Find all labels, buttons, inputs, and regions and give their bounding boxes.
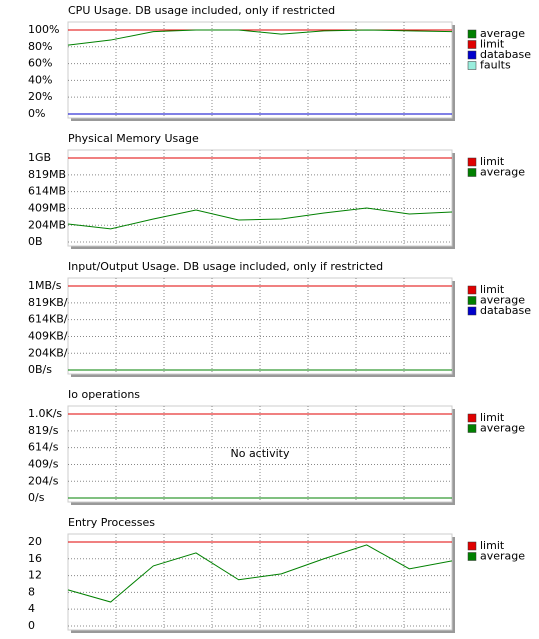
y-tick-label: 60% (28, 57, 52, 70)
y-tick-label: 12 (28, 569, 42, 582)
y-tick-label: 614KB/s (28, 313, 73, 326)
y-tick-label: 1.0K/s (28, 407, 62, 420)
y-tick-label: 409MB (28, 201, 66, 214)
chart-title: Entry Processes (68, 516, 155, 529)
legend-swatch (467, 541, 477, 551)
legend-swatch (467, 552, 477, 561)
y-tick-label: 204KB/s (28, 346, 73, 359)
chart-title: Physical Memory Usage (68, 132, 199, 145)
y-tick-label: 100% (28, 23, 59, 36)
y-tick-label: 819/s (28, 424, 59, 437)
y-tick-label: 409KB/s (28, 329, 73, 342)
y-tick-label: 20 (28, 535, 42, 548)
legend-label: limit (480, 155, 505, 168)
y-tick-label: 819MB (28, 168, 66, 181)
legend-label: database (480, 304, 531, 317)
legend-swatch (467, 50, 477, 60)
y-tick-label: 204/s (28, 474, 59, 487)
series-line (67, 544, 453, 603)
legend-swatch (467, 29, 477, 39)
legend-label: average (480, 166, 525, 179)
legend-swatch (467, 424, 477, 433)
y-tick-label: 8 (28, 585, 35, 598)
y-tick-label: 614MB (28, 185, 66, 198)
legend-label: limit (480, 283, 505, 296)
legend-label: average (480, 27, 525, 40)
y-tick-label: 409/s (28, 457, 59, 470)
chart-title: Io operations (68, 388, 140, 401)
legend-label: average (480, 294, 525, 307)
annotation: No activity (230, 447, 289, 460)
y-tick-label: 819KB/s (28, 296, 73, 309)
y-tick-label: 0/s (28, 491, 45, 504)
legend-swatch (467, 296, 477, 305)
chart-title: Input/Output Usage. DB usage included, o… (68, 260, 383, 273)
legend-swatch (467, 40, 477, 49)
y-tick-label: 614/s (28, 441, 59, 454)
y-tick-label: 40% (28, 73, 52, 86)
legend-label: average (480, 422, 525, 435)
legend-label: limit (480, 411, 505, 424)
legend-label: limit (480, 38, 505, 51)
legend-label: faults (480, 59, 511, 72)
legend-swatch (467, 306, 477, 316)
y-tick-label: 1GB (28, 151, 51, 164)
legend-swatch (467, 157, 477, 167)
legend-label: average (480, 550, 525, 563)
y-tick-label: 4 (28, 602, 35, 615)
y-tick-label: 0B/s (28, 363, 52, 376)
legend-swatch (467, 168, 477, 177)
y-tick-label: 16 (28, 552, 42, 565)
legend-swatch (467, 413, 477, 423)
y-tick-label: 80% (28, 40, 52, 53)
y-tick-label: 0% (28, 107, 45, 120)
y-tick-label: 204MB (28, 218, 66, 231)
chart-title: CPU Usage. DB usage included, only if re… (68, 4, 335, 17)
y-tick-label: 1MB/s (28, 279, 62, 292)
y-tick-label: 0B (28, 235, 43, 248)
legend-label: database (480, 48, 531, 61)
y-tick-label: 20% (28, 90, 52, 103)
y-tick-label: 0 (28, 619, 35, 632)
legend-swatch (467, 285, 477, 295)
legend-label: limit (480, 539, 505, 552)
series-line (67, 29, 453, 46)
legend-swatch (467, 61, 477, 70)
series-line (67, 207, 453, 230)
